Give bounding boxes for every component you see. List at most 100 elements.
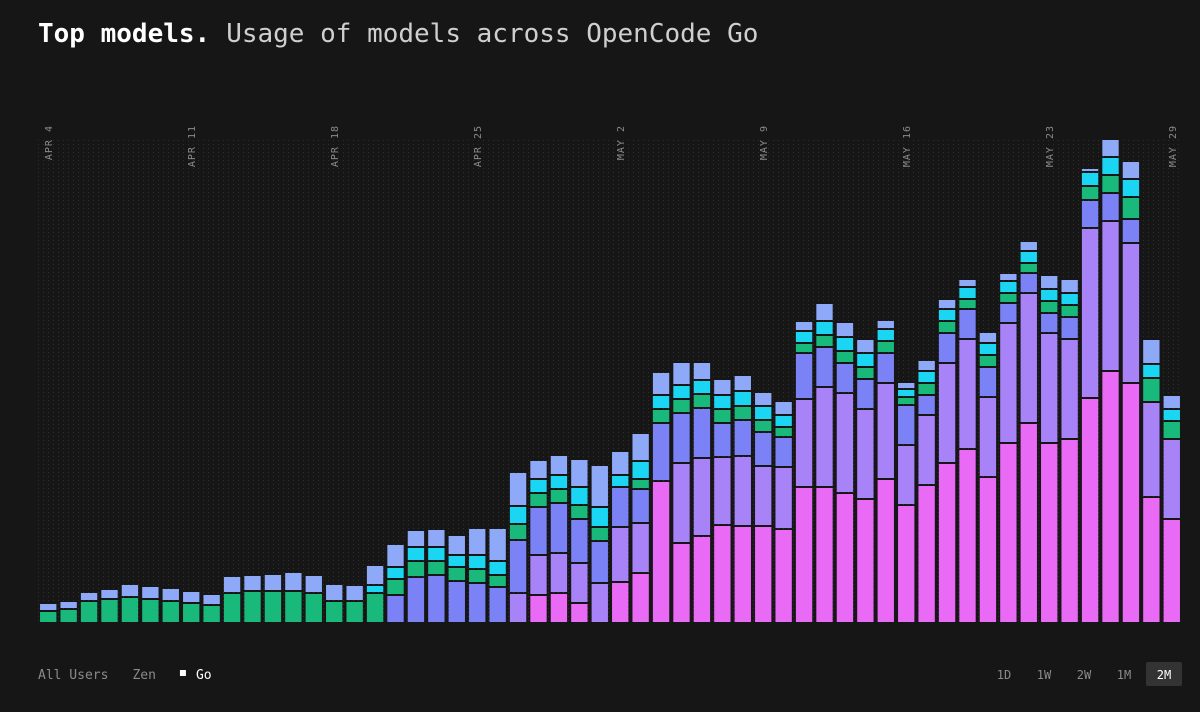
bar-segment (632, 462, 649, 478)
bar-segment (305, 576, 322, 592)
bar-segment (550, 456, 568, 474)
bar-segment (530, 596, 547, 622)
bar-segment (509, 473, 527, 505)
bar-segment (1122, 220, 1140, 242)
bar-segment (632, 434, 649, 460)
range-button[interactable]: 2W (1077, 668, 1092, 682)
bar-segment (918, 486, 935, 622)
bar-segment (1143, 340, 1160, 363)
bar-segment (877, 321, 894, 328)
bar-segment (1102, 176, 1119, 192)
bar-segment (795, 488, 813, 622)
bar-segment (795, 400, 813, 486)
bar-segment (877, 480, 894, 622)
bar-segment (530, 461, 547, 478)
bar-segment (346, 602, 363, 622)
bar-segment (346, 586, 363, 600)
bar-segment (714, 424, 731, 456)
bar-segment (571, 506, 588, 518)
bar-segment (857, 380, 874, 408)
bar-segment (387, 596, 404, 622)
bar-segment (244, 592, 261, 622)
bar-segment (693, 363, 711, 379)
bar-segment (959, 310, 976, 338)
bar-segment (612, 528, 629, 581)
bar-segment (816, 388, 833, 486)
audience-filter[interactable]: All Users (38, 668, 108, 683)
bar-segment (1061, 440, 1078, 622)
bar-segment (571, 488, 588, 504)
bar-segment (673, 544, 690, 622)
bar-segment (816, 322, 833, 334)
bar-segment (591, 528, 608, 540)
bar-segment (448, 536, 465, 554)
bar-segment (836, 364, 854, 392)
bar-segment (795, 354, 813, 398)
bar-segment (898, 406, 915, 444)
bar-segment (1102, 372, 1119, 622)
bar-segment (142, 600, 159, 622)
range-button[interactable]: 1W (1037, 668, 1052, 682)
bar-segment (60, 602, 77, 608)
bar-segment (673, 414, 690, 462)
bar-segment (877, 330, 894, 340)
bar-segment (1122, 180, 1140, 196)
audience-filter[interactable]: Zen (132, 668, 155, 683)
bar-segment (1061, 294, 1078, 304)
bar-segment (530, 480, 547, 492)
bar-segment (591, 466, 608, 506)
bar-segment (1102, 140, 1119, 156)
range-button[interactable]: 2M (1157, 668, 1171, 682)
bar-segment (775, 416, 792, 426)
bar-segment (673, 464, 690, 542)
bar-segment (755, 393, 772, 405)
x-tick-label: APR 4 (44, 125, 55, 160)
bar-segment (1020, 264, 1037, 272)
bar-segment (755, 433, 772, 465)
bar-segment (734, 392, 751, 405)
bar-segment (1020, 294, 1037, 422)
bar-segment (1041, 276, 1058, 288)
bar-segment (612, 583, 629, 622)
bars (40, 140, 1180, 622)
chart-subtitle: Usage of models across OpenCode Go (226, 19, 758, 49)
bar-segment (264, 592, 282, 622)
bar-segment (530, 494, 547, 506)
bar-segment (509, 525, 527, 539)
bar-segment (816, 488, 833, 622)
bar-segment (1041, 302, 1058, 312)
x-tick-label: APR 25 (473, 125, 484, 167)
bar-segment (80, 593, 98, 600)
bar-segment (448, 556, 465, 566)
x-tick-label: MAY 29 (1168, 125, 1179, 167)
bar-segment (489, 529, 506, 560)
bar-segment (755, 407, 772, 419)
bar-segment (489, 562, 506, 574)
bar-segment (795, 332, 813, 342)
chart-title: Top models. (38, 19, 210, 49)
bar-segment (755, 527, 772, 622)
range-button[interactable]: 1M (1117, 668, 1131, 682)
bar-segment (979, 368, 997, 396)
audience-filter[interactable]: Go (196, 668, 212, 683)
bar-segment (959, 450, 976, 622)
bar-segment (1163, 440, 1180, 518)
bar-segment (836, 338, 854, 350)
bar-segment (836, 352, 854, 362)
bar-segment (938, 310, 956, 320)
bar-segment (734, 527, 751, 622)
bar-segment (1061, 280, 1078, 292)
bar-segment (775, 438, 792, 466)
range-button[interactable]: 1D (997, 668, 1011, 682)
bar-segment (407, 578, 425, 622)
bar-segment (1163, 410, 1180, 420)
bar-segment (509, 594, 527, 622)
bar-segment (1020, 252, 1037, 262)
bar-segment (755, 467, 772, 525)
bar-segment (775, 530, 792, 622)
bar-segment (755, 421, 772, 431)
bar-segment (877, 342, 894, 352)
bar-segment (550, 476, 568, 488)
bar-segment (734, 421, 751, 455)
